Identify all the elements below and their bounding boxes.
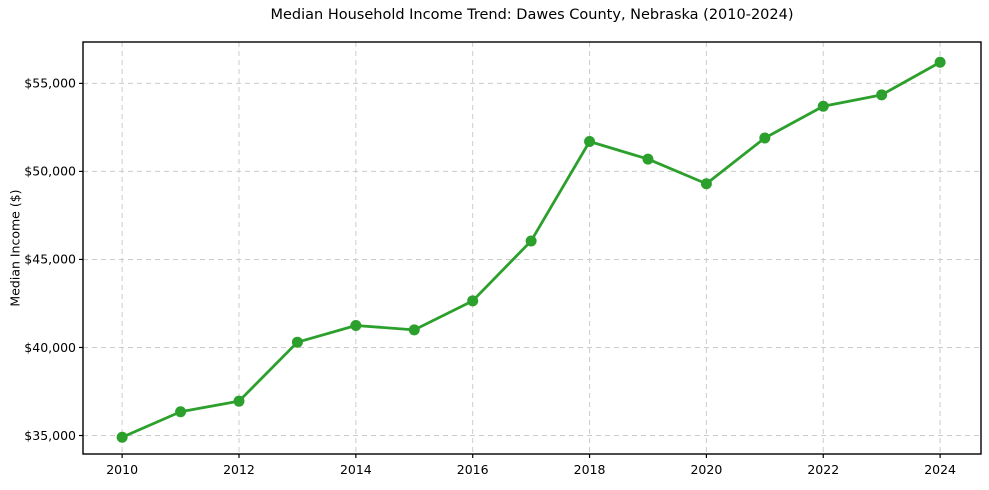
- data-point-marker: [934, 56, 946, 68]
- chart-title: Median Household Income Trend: Dawes Cou…: [270, 7, 794, 23]
- y-axis-label: Median Income ($): [7, 189, 23, 307]
- x-tick-label: 2016: [457, 462, 489, 477]
- y-tick-label: $40,000: [24, 340, 76, 355]
- y-tick-label: $55,000: [24, 76, 76, 91]
- data-point-marker: [175, 406, 187, 418]
- data-point-marker: [876, 89, 888, 101]
- x-tick-label: 2024: [924, 462, 956, 477]
- data-point-marker: [584, 135, 596, 147]
- data-point-marker: [408, 324, 420, 336]
- x-tick-label: 2010: [106, 462, 138, 477]
- data-point-marker: [700, 178, 712, 190]
- plot-border: [82, 41, 982, 455]
- data-point-marker: [233, 395, 245, 407]
- x-tick-label: 2014: [340, 462, 372, 477]
- y-tick-label: $45,000: [24, 252, 76, 267]
- trend-line: [120, 60, 942, 439]
- data-point-marker: [116, 431, 128, 443]
- data-point-marker: [525, 235, 537, 247]
- y-tick-label: $50,000: [24, 164, 76, 179]
- x-tick-label: 2018: [574, 462, 606, 477]
- x-tick-label: 2020: [690, 462, 722, 477]
- x-tick-label: 2022: [807, 462, 839, 477]
- x-tick-label: 2012: [223, 462, 255, 477]
- data-point-marker: [467, 295, 479, 307]
- y-tick-label: $35,000: [24, 428, 76, 443]
- data-point-marker: [817, 100, 829, 112]
- data-point-marker: [291, 336, 303, 348]
- data-point-marker: [350, 319, 362, 331]
- data-point-marker: [759, 132, 771, 144]
- data-point-marker: [642, 153, 654, 165]
